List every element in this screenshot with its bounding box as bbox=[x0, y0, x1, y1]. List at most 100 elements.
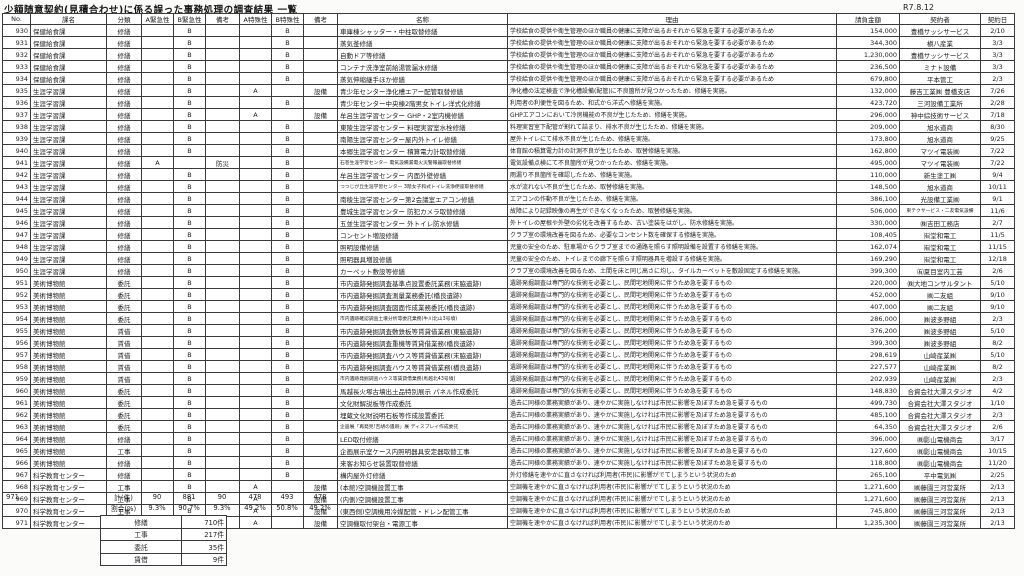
cell-contractor: ㈲堂和電工 bbox=[899, 228, 981, 241]
cell-special-a: A bbox=[239, 84, 272, 97]
cell-amount: 679,800 bbox=[836, 72, 900, 85]
table-row: 942 生涯学習課 修繕 B B 牟呂生涯学習センター 内面外壁修繕 雨漏り不良箇所を確認し… bbox=[2, 168, 1015, 181]
cell-contractor: ㈱大地コンサルタント bbox=[899, 276, 981, 289]
cell-name: コンテナ洗浄室前給湯管漏水修繕 bbox=[337, 60, 508, 73]
cell-note2 bbox=[303, 72, 338, 85]
cell-name: 五並生涯学習センター 外トイレ防水修繕 bbox=[337, 216, 508, 229]
cell-date: 8/30 bbox=[980, 120, 1015, 133]
cell-category: 修繕 bbox=[106, 432, 142, 445]
cell-department: 美術博物館 bbox=[30, 444, 107, 457]
cell-reason: 遺跡発掘調査は専門的な技術を必要とし、民間宅地開発に伴うため急を要するもの bbox=[507, 384, 837, 397]
cell-amount: 745,800 bbox=[836, 504, 900, 517]
cell-urgency-b: B bbox=[173, 468, 206, 481]
cell-amount: 452,000 bbox=[836, 288, 900, 301]
cell-special-a bbox=[239, 180, 272, 193]
category-count-body: 修繕 710件 工事 217件 委託 35件 賃借 9件 bbox=[100, 515, 227, 566]
table-row: 947 生涯学習課 修繕 B B コンセント増設修繕 クラブ室の環境改善を図るため、必要なコ… bbox=[2, 228, 1015, 241]
cell-department: 生涯学習課 bbox=[30, 144, 107, 157]
summary-percent-value: 9.3% bbox=[213, 503, 231, 512]
cell-department: 美術博物館 bbox=[30, 348, 107, 361]
cell-name: 企画展示室ケース内照明器具安定器取替工事 bbox=[337, 444, 508, 457]
cell-special-a bbox=[239, 48, 272, 61]
cell-amount: 132,000 bbox=[836, 84, 900, 97]
cell-note1 bbox=[205, 468, 240, 481]
cell-note1 bbox=[205, 96, 240, 109]
cell-department: 美術博物館 bbox=[30, 360, 107, 373]
cell-urgency-b: B bbox=[173, 84, 206, 97]
cell-note2 bbox=[303, 252, 338, 265]
cell-reason: 過去に同様の業務実績があり、速やかに実施しなければ市民に影響を及ぼすため急を要す… bbox=[507, 420, 837, 433]
cell-reason: 過去に同様の業務実績があり、速やかに実施しなければ市民に影響を及ぼすため急を要す… bbox=[507, 396, 837, 409]
cell-contractor: マツイ電装㈱ bbox=[899, 156, 981, 169]
cell-category: 委託 bbox=[106, 408, 142, 421]
cell-note2 bbox=[303, 324, 338, 337]
table-row: 953 美術博物館 委託 B B 市内遺跡発掘調査図面作成業務委託(橋良遺跡) 遺跡発掘調査… bbox=[2, 300, 1015, 313]
column-header-category: 分類 bbox=[106, 13, 142, 25]
table-row: 967 科学教育センター 修繕 B B 構内屋外灯修繕 外灯修繕を速やかに直さなければ利用者… bbox=[2, 468, 1015, 481]
table-row: 949 生涯学習課 修繕 B B 照明器具増設修繕 児童の安全のため、トイレまでの廊下を照ら… bbox=[2, 252, 1015, 265]
table-row: 943 生涯学習課 修繕 B B つつじが丘生涯学習センター 3階女子和式トイレ洗浄便座取… bbox=[2, 180, 1015, 193]
cell-no: 963 bbox=[2, 420, 31, 433]
cell-date: 3/3 bbox=[980, 60, 1015, 73]
cell-urgency-a bbox=[141, 168, 174, 181]
cell-note2 bbox=[303, 468, 338, 481]
cell-no: 960 bbox=[2, 384, 31, 397]
cell-department: 生涯学習課 bbox=[30, 216, 107, 229]
cell-special-a: A bbox=[239, 492, 272, 505]
cell-no: 964 bbox=[2, 432, 31, 445]
cell-no: 967 bbox=[2, 468, 31, 481]
cell-date: 4/2 bbox=[980, 384, 1015, 397]
cell-urgency-a bbox=[141, 132, 174, 145]
cell-no: 953 bbox=[2, 300, 31, 313]
cell-date: 2/13 bbox=[980, 516, 1015, 529]
cell-amount: 118,800 bbox=[836, 456, 900, 469]
cell-name: 牟呂生涯学習センター 内面外壁修繕 bbox=[337, 168, 508, 181]
cell-special-a: A bbox=[239, 108, 272, 121]
cell-note1 bbox=[205, 36, 240, 49]
cell-note1 bbox=[205, 444, 240, 457]
cell-no: 934 bbox=[2, 72, 31, 85]
cell-note2 bbox=[303, 348, 338, 361]
cell-no: 946 bbox=[2, 216, 31, 229]
cell-special-b: B bbox=[271, 408, 304, 421]
cell-contractor: ㈱藤園三河営業所 bbox=[899, 492, 981, 505]
cell-department: 美術博物館 bbox=[30, 324, 107, 337]
cell-contractor: ㈱藤園三河営業所 bbox=[899, 516, 981, 529]
cell-department: 美術博物館 bbox=[30, 372, 107, 385]
cell-special-b: B bbox=[271, 120, 304, 133]
cell-urgency-a bbox=[141, 228, 174, 241]
category-label: 修繕 bbox=[100, 515, 182, 529]
cell-department: 科学教育センター bbox=[30, 468, 107, 481]
cell-category: 修繕 bbox=[106, 36, 142, 49]
cell-name: 蒸気伸縮継手ほか修繕 bbox=[337, 72, 508, 85]
cell-urgency-b: B bbox=[173, 252, 206, 265]
table-row: 969 科学教育センター 工事 B A 設備 (内側)空調機設置工事 空調機を速やかに直さなけ… bbox=[2, 492, 1015, 505]
cell-department: 生涯学習課 bbox=[30, 228, 107, 241]
cell-reason: 空調機を速やかに直さなければ利用者(市民)に影響がでてしまうという状況のため bbox=[507, 492, 837, 505]
cell-urgency-a bbox=[141, 84, 174, 97]
cell-no: 931 bbox=[2, 36, 31, 49]
cell-urgency-b: B bbox=[173, 492, 206, 505]
cell-category: 委託 bbox=[106, 300, 142, 313]
cell-special-b: B bbox=[271, 468, 304, 481]
cell-special-b: B bbox=[271, 192, 304, 205]
category-count: 710件 bbox=[181, 515, 227, 529]
cell-name: 市内遺跡発掘調査測量業務委託(橋良遺跡) bbox=[337, 288, 508, 301]
cell-date: 8/2 bbox=[980, 360, 1015, 373]
cell-urgency-b: B bbox=[173, 348, 206, 361]
cell-date: 10/11 bbox=[980, 180, 1015, 193]
cell-amount: 376,200 bbox=[836, 324, 900, 337]
cell-date: 2/13 bbox=[980, 480, 1015, 493]
cell-date: 2/28 bbox=[980, 96, 1015, 109]
column-header-reason: 理由 bbox=[507, 13, 837, 25]
cell-note2 bbox=[303, 120, 338, 133]
cell-amount: 110,000 bbox=[836, 168, 900, 181]
cell-note1: 防災 bbox=[205, 156, 240, 169]
cell-amount: 209,000 bbox=[836, 120, 900, 133]
cell-note2 bbox=[303, 132, 338, 145]
cell-special-b: B bbox=[271, 36, 304, 49]
cell-no: 938 bbox=[2, 120, 31, 133]
cell-reason: 遺跡発掘調査は専門的な技術を必要とし、民間宅地開発に伴うため急を要するもの bbox=[507, 324, 837, 337]
cell-contractor: 合資会社大澤スタジオ bbox=[899, 408, 981, 421]
summary-percent-value: 49.2% bbox=[244, 503, 266, 512]
